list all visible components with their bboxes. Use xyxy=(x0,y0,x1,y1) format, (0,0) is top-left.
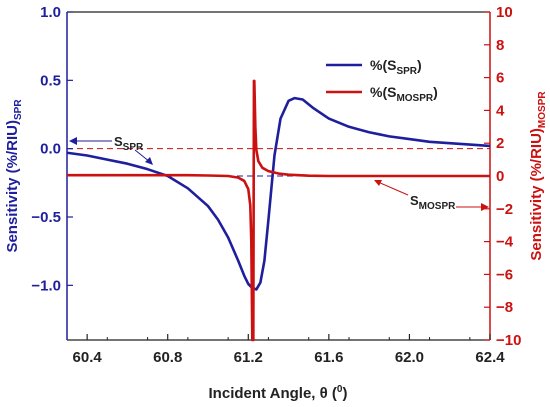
right-axis-ticks: 10 8 6 4 2 0 −2 −4 −6 −8 −10 xyxy=(484,4,521,349)
x-tick-label: 61.6 xyxy=(314,349,343,366)
legend-mospr-sub: MOSPR xyxy=(396,93,433,104)
annotation-spr-sub: SPR xyxy=(123,142,144,153)
right-axis-title: Sensitivity (%/RIU)MOSPR xyxy=(528,91,548,261)
legend-label-spr: %(SSPR) xyxy=(370,57,422,77)
series-line-mospr xyxy=(67,79,490,342)
annotation-mospr-label: SMOSPR xyxy=(410,193,456,212)
annotation-mospr-pointer-head xyxy=(374,180,382,186)
series-layer xyxy=(66,79,491,342)
x-axis-title-sup: 0 xyxy=(337,384,343,395)
annotation-spr-arrowhead xyxy=(69,137,77,145)
annotation-mospr-arrowhead xyxy=(481,203,489,211)
x-tick-label: 62.0 xyxy=(395,349,424,366)
annotation-mospr-pointer xyxy=(377,181,409,196)
legend-spr-main: %(S xyxy=(370,57,396,73)
right-tick-label: −10 xyxy=(496,332,521,349)
legend-mospr-main: %(S xyxy=(370,84,396,100)
x-tick-label: 61.2 xyxy=(234,349,263,366)
left-tick-label: 1.0 xyxy=(40,4,61,21)
x-tick-label: 62.4 xyxy=(475,349,505,366)
right-tick-label: 4 xyxy=(496,102,505,119)
legend-spr-end: ) xyxy=(417,57,422,73)
annotation-mospr-sub: MOSPR xyxy=(419,201,456,212)
left-axis-ticks: 1.0 0.5 0.0 −0.5 −1.0 xyxy=(31,4,73,294)
annotation-spr-pointer-head xyxy=(145,157,153,165)
legend: %(SSPR) %(SMOSPR) xyxy=(326,57,438,104)
annotation-mospr-main: S xyxy=(410,193,419,208)
right-tick-label: −8 xyxy=(496,299,513,316)
left-axis-title-main: Sensitivity (%/RIU) xyxy=(4,120,21,253)
right-tick-label: 0 xyxy=(496,168,504,185)
right-tick-label: 8 xyxy=(496,37,504,54)
left-tick-label: 0.0 xyxy=(40,141,61,158)
annotation-spr: SSPR xyxy=(69,134,153,165)
left-axis-title: Sensitivity (%/RIU)SPR xyxy=(4,99,24,253)
annotation-spr-main: S xyxy=(114,134,123,149)
x-axis-title: Incident Angle, θ (0) xyxy=(209,384,348,402)
x-tick-label: 60.8 xyxy=(153,349,182,366)
legend-label-mospr: %(SMOSPR) xyxy=(370,84,438,104)
left-axis-title-sub: SPR xyxy=(13,99,24,120)
right-axis-title-sub: MOSPR xyxy=(537,91,548,128)
x-axis-title-end: ) xyxy=(342,385,347,402)
series-line-spr xyxy=(66,96,491,291)
right-tick-label: 2 xyxy=(496,135,504,152)
right-tick-label: 6 xyxy=(496,70,504,87)
right-tick-label: −2 xyxy=(496,201,513,218)
legend-spr-sub: SPR xyxy=(396,66,417,77)
x-axis-title-main: Incident Angle, θ ( xyxy=(209,385,337,402)
right-tick-label: 10 xyxy=(496,4,513,21)
annotation-mospr: SMOSPR xyxy=(374,180,489,212)
left-tick-label: 0.5 xyxy=(40,72,61,89)
left-tick-label: −1.0 xyxy=(31,277,61,294)
x-axis-ticks: 60.4 60.8 61.2 61.6 62.0 62.4 xyxy=(73,334,505,366)
right-axis-title-main: Sensitivity (%/RIU) xyxy=(528,128,545,261)
left-tick-label: −0.5 xyxy=(31,209,61,226)
right-tick-label: −6 xyxy=(496,266,513,283)
x-tick-label: 60.4 xyxy=(73,349,103,366)
legend-mospr-end: ) xyxy=(433,84,438,100)
right-tick-label: −4 xyxy=(496,234,514,251)
annotation-spr-label: SSPR xyxy=(114,134,144,153)
